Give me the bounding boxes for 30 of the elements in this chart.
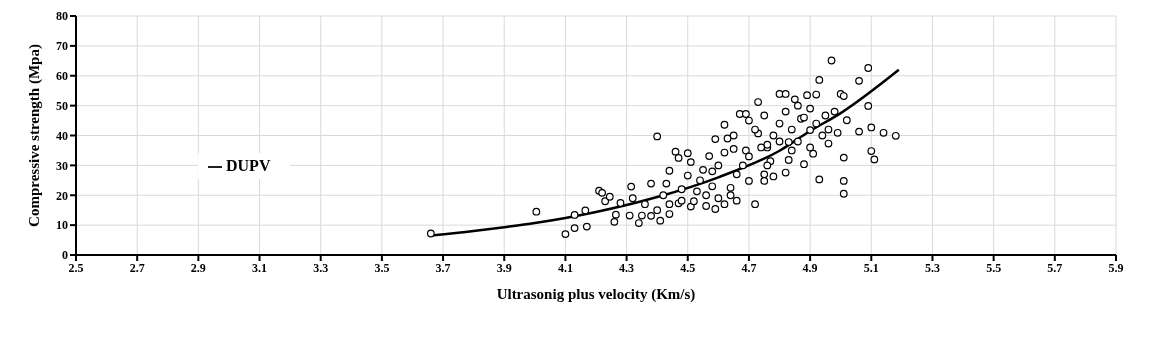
x-tick-label: 3.7 bbox=[435, 260, 451, 275]
y-tick-label: 10 bbox=[56, 218, 68, 233]
y-tick-label: 40 bbox=[56, 128, 68, 143]
y-axis-title: Compressive strength (Mpa) bbox=[26, 44, 44, 227]
legend-label: DUPV bbox=[226, 157, 271, 174]
x-tick-label: 4.9 bbox=[802, 260, 818, 275]
y-tick-label: 60 bbox=[56, 69, 68, 84]
x-tick-label: 4.3 bbox=[619, 260, 635, 275]
x-tick-label: 2.7 bbox=[129, 260, 145, 275]
x-tick-label: 3.1 bbox=[252, 260, 268, 275]
x-tick-label: 5.9 bbox=[1108, 260, 1124, 275]
x-axis-title: Ultrasonig plus velocity (Km/s) bbox=[496, 286, 696, 303]
x-tick-label: 5.1 bbox=[863, 260, 879, 275]
y-tick-label: 50 bbox=[56, 98, 68, 113]
x-tick-label: 5.5 bbox=[986, 260, 1002, 275]
x-tick-label: 4.1 bbox=[557, 260, 573, 275]
y-tick-label: 30 bbox=[56, 158, 68, 173]
x-tick-label: 5.3 bbox=[924, 260, 940, 275]
x-tick-label: 4.5 bbox=[680, 260, 696, 275]
y-tick-label: 0 bbox=[62, 248, 68, 263]
x-tick-label: 2.9 bbox=[190, 260, 206, 275]
x-tick-label: 2.5 bbox=[68, 260, 84, 275]
y-tick-label: 20 bbox=[56, 188, 68, 203]
x-tick-label: 3.5 bbox=[374, 260, 390, 275]
x-tick-label: 4.7 bbox=[741, 260, 757, 275]
y-tick-label: 70 bbox=[56, 39, 68, 54]
x-tick-label: 3.9 bbox=[496, 260, 512, 275]
y-tick-label: 80 bbox=[56, 9, 68, 24]
x-tick-label: 3.3 bbox=[313, 260, 329, 275]
x-tick-label: 5.7 bbox=[1047, 260, 1063, 275]
